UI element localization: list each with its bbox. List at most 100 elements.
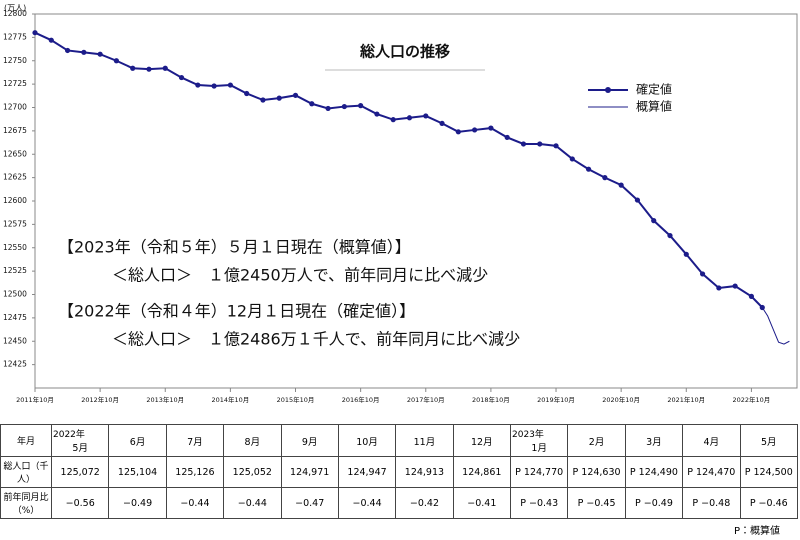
table-value: 124,947: [337, 456, 397, 488]
data-point: [667, 232, 673, 239]
month-label: 11月: [413, 436, 436, 448]
table-value: 124,913: [395, 456, 454, 488]
table-value: −0.42: [395, 487, 454, 519]
table-corner: 年月: [0, 424, 52, 457]
data-point: [32, 30, 38, 36]
data-point: [651, 218, 657, 224]
data-point: [699, 271, 706, 277]
month-label: 6月: [129, 436, 146, 448]
data-point: [146, 66, 152, 72]
table-value: −0.47: [280, 487, 339, 519]
x-tick-label: 2019年10月: [537, 395, 575, 404]
month-label: 3月: [646, 436, 662, 448]
y-tick-label: 12550: [3, 243, 27, 252]
x-tick-label: 2014年10月: [211, 395, 249, 404]
table-value: P −0.45: [567, 487, 626, 519]
x-tick-label: 2021年10月: [667, 395, 705, 404]
table-value: −0.41: [452, 487, 512, 519]
month-header: 5月: [739, 424, 798, 457]
table-value: −0.44: [165, 487, 225, 519]
x-tick-label: 2011年10月: [16, 395, 54, 404]
month-header: 2023年 1月: [509, 424, 569, 457]
table-value: 124,861: [452, 456, 512, 488]
month-label: 5月: [760, 436, 777, 448]
month-label: 8月: [244, 436, 261, 448]
month-header: 2月: [567, 424, 626, 457]
annotation: ＜総人口＞ １億2486万１千人で、前年同月に比べ減少: [112, 330, 520, 349]
table-value: −0.44: [337, 487, 397, 519]
data-point: [553, 143, 559, 149]
footnote: P：概算値: [733, 526, 780, 537]
month-label: 10月: [356, 436, 378, 448]
month-header: 9月: [280, 424, 339, 457]
data-point: [260, 97, 266, 103]
data-table: 年月 2022年 5月 6月 7月 8月 9月 10月 11月 12月 2023年 1月 2月 3月 4月 5…: [0, 424, 798, 519]
y-tick-label: 12450: [3, 336, 27, 345]
data-point: [211, 83, 217, 89]
month-label: 5月: [72, 443, 88, 454]
x-tick-label: 2015年10月: [277, 395, 315, 404]
month-header: 6月: [108, 424, 167, 457]
y-tick-label: 12500: [3, 290, 27, 299]
table-value: 124,971: [280, 456, 339, 488]
y-tick-label: 12775: [3, 32, 27, 41]
x-tick-label: 2018年10月: [472, 395, 510, 404]
table-value: P 124,470: [682, 456, 741, 488]
data-point: [130, 65, 136, 71]
table-value: P 124,500: [739, 456, 798, 488]
y-tick-label: 12675: [3, 126, 27, 135]
legend-label: 概算値: [636, 99, 672, 114]
data-point: [390, 117, 396, 123]
x-tick-label: 2017年10月: [407, 395, 445, 404]
table-value: P 124,630: [567, 456, 626, 488]
data-point: [569, 156, 575, 162]
data-point: [162, 65, 168, 71]
table-value: P −0.46: [739, 487, 798, 519]
data-point: [683, 251, 689, 257]
data-point: [292, 92, 299, 98]
data-point: [178, 74, 185, 81]
table-value: −0.49: [108, 487, 167, 519]
y-tick-label: 12575: [3, 219, 27, 228]
data-point: [618, 182, 624, 188]
data-point: [244, 90, 250, 97]
annotation: 【2023年（令和５年）５月１日現在（概算値）】: [58, 238, 411, 257]
row-label: 前年同月比（%）: [0, 487, 52, 519]
month-header: 7月: [165, 424, 225, 457]
data-point: [602, 175, 608, 181]
month-header: 2022年 5月: [50, 424, 110, 457]
month-label: 4月: [703, 436, 720, 448]
month-header: 11月: [395, 424, 454, 457]
month-label: 9月: [301, 436, 318, 448]
table-value: P −0.43: [509, 487, 569, 519]
table-value: P 124,770: [509, 456, 569, 488]
y-tick-label: 12650: [3, 149, 27, 158]
month-label: 2月: [588, 436, 605, 448]
y-axis-label: (万人): [4, 4, 26, 13]
series-line: [34, 31, 764, 309]
data-point: [97, 51, 103, 57]
y-tick-label: 12425: [3, 360, 27, 369]
legend-label: 確定値: [636, 82, 672, 97]
legend-marker: [605, 87, 611, 93]
y-tick-label: 12800: [3, 9, 27, 18]
data-point: [227, 82, 233, 88]
x-tick-label: 2013年10月: [146, 395, 184, 404]
table-value: 125,072: [50, 456, 110, 488]
month-header: 10月: [337, 424, 397, 457]
annotation: ＜総人口＞ １億2450万人で、前年同月に比べ減少: [112, 266, 488, 285]
y-tick-label: 12700: [3, 103, 27, 112]
y-tick-label: 12525: [3, 266, 27, 275]
y-tick-label: 12725: [3, 79, 27, 88]
data-point: [472, 127, 478, 133]
table-value: 125,104: [108, 456, 167, 488]
y-tick-label: 12625: [3, 173, 27, 182]
series-line: [761, 307, 790, 345]
data-point: [81, 49, 87, 55]
data-point: [48, 37, 54, 43]
data-point: [504, 134, 510, 141]
table-value: P 124,490: [624, 456, 684, 488]
month-header: 8月: [223, 424, 282, 457]
data-point: [113, 58, 120, 64]
